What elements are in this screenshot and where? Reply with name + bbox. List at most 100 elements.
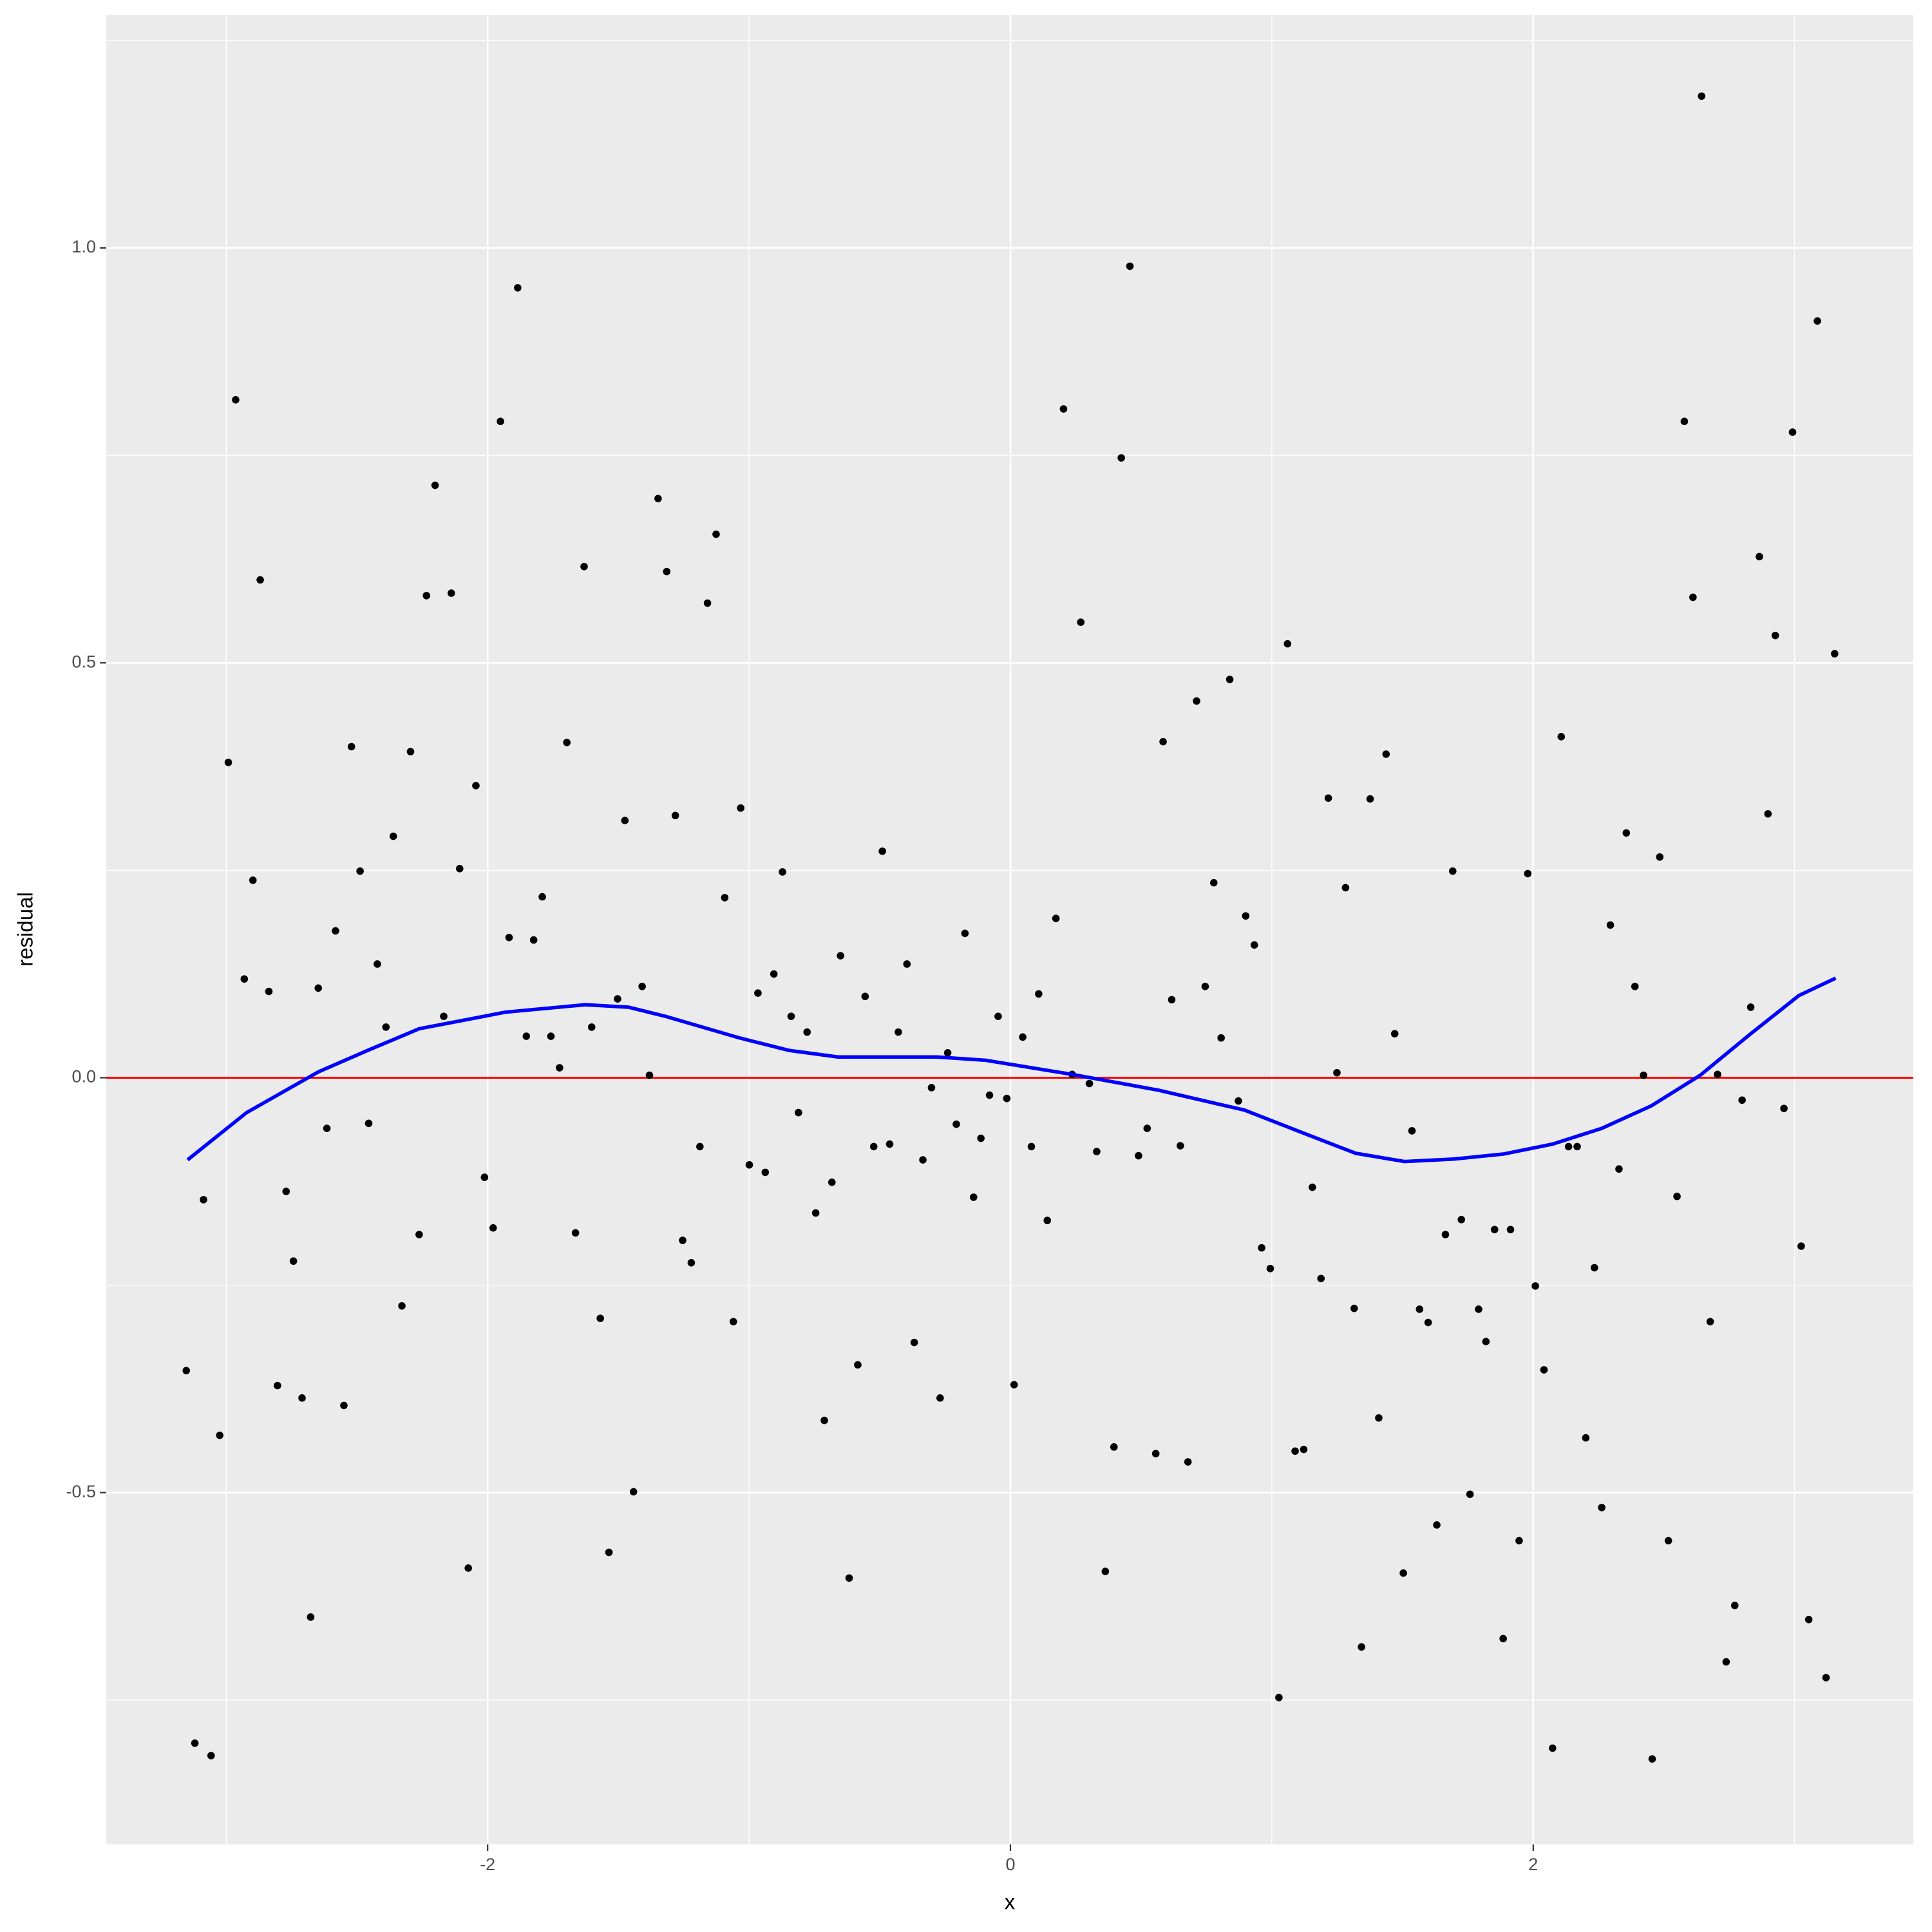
point xyxy=(629,1488,638,1496)
point xyxy=(1515,1537,1523,1545)
point xyxy=(638,982,646,990)
point xyxy=(580,563,588,571)
point xyxy=(1482,1338,1490,1346)
point xyxy=(547,1032,555,1040)
point xyxy=(522,1032,531,1040)
point xyxy=(1714,1070,1721,1079)
point xyxy=(1358,1643,1365,1651)
point xyxy=(1664,1537,1672,1545)
point xyxy=(1722,1658,1730,1666)
point xyxy=(811,1209,820,1217)
point xyxy=(1499,1634,1507,1643)
point xyxy=(803,1028,811,1036)
point xyxy=(1706,1318,1714,1326)
point xyxy=(1466,1490,1474,1499)
point xyxy=(1475,1305,1482,1313)
point xyxy=(1680,417,1689,426)
point xyxy=(1283,639,1292,648)
point xyxy=(1375,1414,1383,1422)
point xyxy=(224,759,232,766)
point xyxy=(1689,593,1697,601)
point xyxy=(1059,405,1068,413)
point xyxy=(1101,1567,1110,1575)
point xyxy=(571,1229,580,1237)
point xyxy=(994,1012,1002,1020)
point xyxy=(1416,1305,1424,1313)
point xyxy=(1151,1450,1160,1457)
point xyxy=(621,817,629,824)
point xyxy=(696,1142,704,1151)
point xyxy=(1333,1068,1341,1077)
point xyxy=(1540,1366,1548,1374)
point xyxy=(1110,1443,1118,1451)
point xyxy=(1019,1033,1027,1041)
point xyxy=(1615,1165,1623,1173)
y-tick-label: 1.0 xyxy=(71,237,96,256)
point xyxy=(1235,1097,1242,1105)
point xyxy=(1831,650,1839,658)
point xyxy=(440,1012,448,1020)
point xyxy=(455,865,464,873)
point xyxy=(886,1140,894,1148)
point xyxy=(729,1318,737,1326)
point xyxy=(614,995,621,1003)
point xyxy=(1193,697,1200,705)
point xyxy=(1217,1034,1225,1042)
point xyxy=(977,1134,985,1142)
point xyxy=(1052,914,1060,922)
point xyxy=(1771,631,1779,639)
point xyxy=(969,1193,978,1201)
point xyxy=(1804,1616,1813,1624)
point xyxy=(1300,1445,1308,1454)
point xyxy=(779,868,786,876)
point xyxy=(770,970,778,978)
point xyxy=(422,592,431,600)
point xyxy=(703,599,712,607)
point xyxy=(910,1338,918,1347)
point xyxy=(1210,878,1218,887)
point xyxy=(240,975,249,983)
point xyxy=(1226,676,1234,683)
point xyxy=(1117,454,1125,462)
point xyxy=(795,1108,802,1117)
point xyxy=(1564,1142,1573,1151)
point xyxy=(1457,1216,1465,1224)
point xyxy=(1242,912,1250,920)
point xyxy=(1366,795,1374,803)
x-tick-label: -2 xyxy=(480,1855,495,1874)
point xyxy=(1027,1142,1036,1151)
point xyxy=(787,1012,795,1020)
point xyxy=(1590,1264,1598,1272)
y-axis-title: residual xyxy=(14,892,37,967)
point xyxy=(1524,869,1532,878)
point xyxy=(1631,982,1639,990)
point xyxy=(761,1168,770,1177)
point xyxy=(1275,1694,1283,1701)
point xyxy=(1506,1226,1515,1234)
point xyxy=(903,960,911,968)
point xyxy=(1126,262,1134,270)
point xyxy=(952,1120,960,1128)
point xyxy=(340,1401,348,1410)
point xyxy=(1077,618,1085,626)
point xyxy=(1822,1674,1830,1681)
point xyxy=(1177,1142,1184,1150)
point xyxy=(191,1739,199,1747)
point xyxy=(1814,317,1821,325)
point xyxy=(754,989,762,997)
point xyxy=(514,284,522,292)
point xyxy=(489,1224,497,1232)
point xyxy=(1266,1265,1274,1273)
point xyxy=(289,1257,298,1265)
point xyxy=(207,1752,215,1759)
point xyxy=(200,1196,207,1204)
point xyxy=(1159,737,1167,746)
point xyxy=(1399,1569,1407,1577)
point xyxy=(1010,1381,1018,1389)
point xyxy=(645,1071,654,1079)
point xyxy=(563,739,571,746)
point xyxy=(332,927,339,935)
point xyxy=(1341,884,1350,892)
point xyxy=(356,867,364,875)
point xyxy=(919,1156,927,1164)
